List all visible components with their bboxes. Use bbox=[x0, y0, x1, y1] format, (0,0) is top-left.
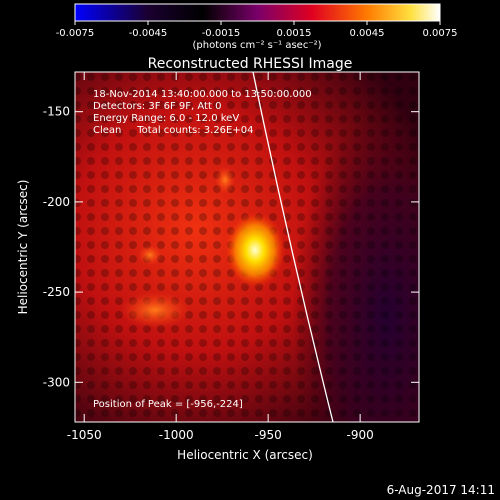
y-tick-label: -200 bbox=[43, 195, 70, 209]
y-tick-label: -300 bbox=[43, 375, 70, 389]
x-axis-label: Heliocentric X (arcsec) bbox=[177, 448, 313, 462]
y-axis-ticks: -150 -200 -250 -300 bbox=[43, 105, 419, 389]
observation-info: 18-Nov-2014 13:40:00.000 to 13:50:00.000… bbox=[93, 89, 312, 410]
colorbar-gradient bbox=[74, 3, 441, 22]
colorbar-tick-label: -0.0015 bbox=[202, 28, 241, 39]
info-detectors: Detectors: 3F 6F 9F, Att 0 bbox=[93, 101, 221, 112]
x-tick-label: -1000 bbox=[159, 428, 194, 442]
y-tick-label: -250 bbox=[43, 285, 70, 299]
x-tick-label: -900 bbox=[347, 428, 374, 442]
info-peak-position: Position of Peak = [-956,-224] bbox=[93, 399, 243, 410]
footer-date: 6-Aug-2017 14:11 bbox=[387, 483, 495, 497]
y-tick-label: -150 bbox=[43, 105, 70, 119]
flare-peak-source bbox=[225, 212, 285, 288]
rhessi-image bbox=[75, 72, 419, 422]
y-axis-label: Heliocentric Y (arcsec) bbox=[16, 180, 30, 315]
info-time-range: 18-Nov-2014 13:40:00.000 to 13:50:00.000 bbox=[93, 89, 312, 100]
info-clean-counts: Clean Total counts: 3.26E+04 bbox=[93, 125, 253, 136]
x-tick-label: -1050 bbox=[67, 428, 102, 442]
plot-title: Reconstructed RHESSI Image bbox=[148, 56, 353, 72]
colorbar-tick-label: 0.0045 bbox=[350, 28, 385, 39]
solar-limb-line bbox=[252, 72, 334, 422]
colorbar-tick-label: -0.0075 bbox=[56, 28, 95, 39]
x-axis-ticks: -1050 -1000 -950 -900 bbox=[67, 72, 374, 442]
plot-frame bbox=[74, 71, 420, 423]
colorbar-tick-label: 0.0015 bbox=[277, 28, 312, 39]
colorbar-ticks: -0.0075 -0.0045 -0.0015 0.0015 0.0045 0.0075 bbox=[56, 21, 458, 39]
colorbar-tick-label: 0.0075 bbox=[423, 28, 458, 39]
colorbar-tick-label: -0.0045 bbox=[129, 28, 168, 39]
colorbar-unit-label: (photons cm⁻² s⁻¹ asec⁻²) bbox=[192, 40, 321, 51]
colorbar: -0.0075 -0.0045 -0.0015 0.0015 0.0045 0.0075 … bbox=[56, 3, 458, 51]
x-tick-label: -950 bbox=[255, 428, 282, 442]
info-energy-range: Energy Range: 6.0 - 12.0 keV bbox=[93, 113, 239, 124]
